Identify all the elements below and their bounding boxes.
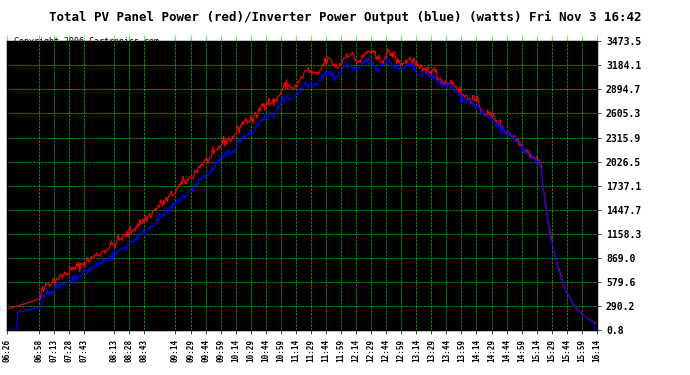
Text: Copyright 2006 Cartronics.com: Copyright 2006 Cartronics.com	[14, 38, 159, 46]
Text: Total PV Panel Power (red)/Inverter Power Output (blue) (watts) Fri Nov 3 16:42: Total PV Panel Power (red)/Inverter Powe…	[49, 11, 641, 24]
